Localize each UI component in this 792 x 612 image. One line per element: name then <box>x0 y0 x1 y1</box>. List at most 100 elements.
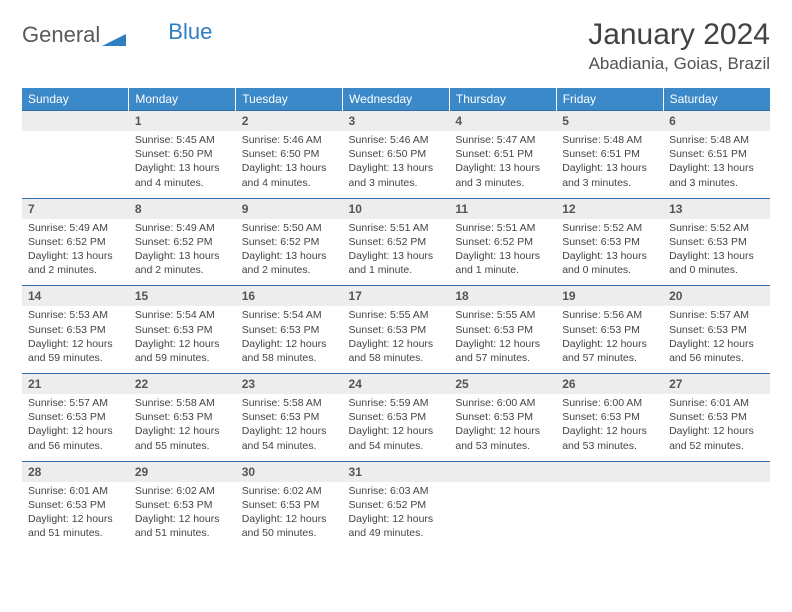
sunrise-text: Sunrise: 5:45 AM <box>135 133 230 147</box>
sunset-text: Sunset: 6:52 PM <box>135 235 230 249</box>
daylight-text: Daylight: 12 hours and 59 minutes. <box>135 337 230 365</box>
day-number-cell <box>449 461 556 482</box>
daylight-text: Daylight: 12 hours and 51 minutes. <box>135 512 230 540</box>
day-number-cell: 27 <box>663 374 770 395</box>
sunset-text: Sunset: 6:50 PM <box>349 147 444 161</box>
day-detail-cell: Sunrise: 5:51 AMSunset: 6:52 PMDaylight:… <box>343 219 450 286</box>
sunset-text: Sunset: 6:51 PM <box>455 147 550 161</box>
daylight-text: Daylight: 13 hours and 3 minutes. <box>562 161 657 189</box>
sunrise-text: Sunrise: 5:59 AM <box>349 396 444 410</box>
sunrise-text: Sunrise: 5:46 AM <box>349 133 444 147</box>
daylight-text: Daylight: 12 hours and 56 minutes. <box>28 424 123 452</box>
day-detail-cell: Sunrise: 5:54 AMSunset: 6:53 PMDaylight:… <box>129 306 236 373</box>
day-detail-cell: Sunrise: 6:01 AMSunset: 6:53 PMDaylight:… <box>22 482 129 549</box>
month-title: January 2024 <box>588 18 770 52</box>
daylight-text: Daylight: 13 hours and 2 minutes. <box>242 249 337 277</box>
day-number-cell <box>22 111 129 132</box>
week-detail-row: Sunrise: 6:01 AMSunset: 6:53 PMDaylight:… <box>22 482 770 549</box>
sunrise-text: Sunrise: 5:51 AM <box>455 221 550 235</box>
day-number-cell: 21 <box>22 374 129 395</box>
sunrise-text: Sunrise: 6:02 AM <box>135 484 230 498</box>
sunrise-text: Sunrise: 5:48 AM <box>669 133 764 147</box>
day-number-cell: 13 <box>663 198 770 219</box>
sunrise-text: Sunrise: 5:55 AM <box>349 308 444 322</box>
day-detail-cell: Sunrise: 5:59 AMSunset: 6:53 PMDaylight:… <box>343 394 450 461</box>
day-number-cell: 31 <box>343 461 450 482</box>
day-number-cell: 14 <box>22 286 129 307</box>
day-detail-cell: Sunrise: 6:02 AMSunset: 6:53 PMDaylight:… <box>129 482 236 549</box>
sunrise-text: Sunrise: 5:53 AM <box>28 308 123 322</box>
daylight-text: Daylight: 12 hours and 52 minutes. <box>669 424 764 452</box>
week-detail-row: Sunrise: 5:53 AMSunset: 6:53 PMDaylight:… <box>22 306 770 373</box>
day-number-cell: 22 <box>129 374 236 395</box>
sunrise-text: Sunrise: 5:50 AM <box>242 221 337 235</box>
logo: General Blue <box>22 22 212 48</box>
sunset-text: Sunset: 6:53 PM <box>669 323 764 337</box>
week-detail-row: Sunrise: 5:49 AMSunset: 6:52 PMDaylight:… <box>22 219 770 286</box>
sunrise-text: Sunrise: 6:01 AM <box>669 396 764 410</box>
sunrise-text: Sunrise: 5:47 AM <box>455 133 550 147</box>
daylight-text: Daylight: 13 hours and 2 minutes. <box>28 249 123 277</box>
week-detail-row: Sunrise: 5:57 AMSunset: 6:53 PMDaylight:… <box>22 394 770 461</box>
day-detail-cell: Sunrise: 5:54 AMSunset: 6:53 PMDaylight:… <box>236 306 343 373</box>
day-detail-cell <box>449 482 556 549</box>
day-number-cell: 23 <box>236 374 343 395</box>
daylight-text: Daylight: 12 hours and 58 minutes. <box>242 337 337 365</box>
page-header: GeneralBlue January 2024 Abadiania, Goia… <box>22 18 770 74</box>
sunset-text: Sunset: 6:52 PM <box>349 235 444 249</box>
daylight-text: Daylight: 13 hours and 3 minutes. <box>349 161 444 189</box>
sunset-text: Sunset: 6:53 PM <box>669 235 764 249</box>
week-daynum-row: 21222324252627 <box>22 374 770 395</box>
daylight-text: Daylight: 12 hours and 54 minutes. <box>242 424 337 452</box>
day-detail-cell: Sunrise: 5:46 AMSunset: 6:50 PMDaylight:… <box>236 131 343 198</box>
logo-triangle-icon <box>100 32 128 48</box>
sunset-text: Sunset: 6:53 PM <box>349 410 444 424</box>
daylight-text: Daylight: 13 hours and 3 minutes. <box>455 161 550 189</box>
sunset-text: Sunset: 6:51 PM <box>562 147 657 161</box>
day-detail-cell: Sunrise: 5:51 AMSunset: 6:52 PMDaylight:… <box>449 219 556 286</box>
day-number-cell: 28 <box>22 461 129 482</box>
day-detail-cell: Sunrise: 6:01 AMSunset: 6:53 PMDaylight:… <box>663 394 770 461</box>
day-number-cell: 10 <box>343 198 450 219</box>
sunset-text: Sunset: 6:52 PM <box>455 235 550 249</box>
daylight-text: Daylight: 13 hours and 1 minute. <box>349 249 444 277</box>
logo-text-general: General <box>22 22 100 48</box>
day-detail-cell: Sunrise: 5:52 AMSunset: 6:53 PMDaylight:… <box>556 219 663 286</box>
daylight-text: Daylight: 13 hours and 4 minutes. <box>135 161 230 189</box>
day-number-cell: 4 <box>449 111 556 132</box>
sunrise-text: Sunrise: 5:52 AM <box>669 221 764 235</box>
daylight-text: Daylight: 13 hours and 0 minutes. <box>669 249 764 277</box>
daylight-text: Daylight: 12 hours and 55 minutes. <box>135 424 230 452</box>
day-number-cell: 29 <box>129 461 236 482</box>
day-header: Sunday <box>22 88 129 111</box>
week-daynum-row: 123456 <box>22 111 770 132</box>
sunset-text: Sunset: 6:53 PM <box>669 410 764 424</box>
sunset-text: Sunset: 6:53 PM <box>455 323 550 337</box>
day-header: Friday <box>556 88 663 111</box>
logo-text-blue: Blue <box>168 19 212 45</box>
day-number-cell: 30 <box>236 461 343 482</box>
day-number-cell: 20 <box>663 286 770 307</box>
daylight-text: Daylight: 12 hours and 54 minutes. <box>349 424 444 452</box>
sunset-text: Sunset: 6:52 PM <box>242 235 337 249</box>
day-number-cell <box>663 461 770 482</box>
day-header: Monday <box>129 88 236 111</box>
daylight-text: Daylight: 12 hours and 49 minutes. <box>349 512 444 540</box>
sunrise-text: Sunrise: 5:58 AM <box>135 396 230 410</box>
sunrise-text: Sunrise: 5:57 AM <box>28 396 123 410</box>
sunrise-text: Sunrise: 6:02 AM <box>242 484 337 498</box>
sunset-text: Sunset: 6:53 PM <box>455 410 550 424</box>
daylight-text: Daylight: 12 hours and 51 minutes. <box>28 512 123 540</box>
week-daynum-row: 28293031 <box>22 461 770 482</box>
sunset-text: Sunset: 6:53 PM <box>28 410 123 424</box>
daylight-text: Daylight: 13 hours and 0 minutes. <box>562 249 657 277</box>
day-detail-cell <box>556 482 663 549</box>
day-number-cell: 16 <box>236 286 343 307</box>
daylight-text: Daylight: 12 hours and 56 minutes. <box>669 337 764 365</box>
sunrise-text: Sunrise: 5:55 AM <box>455 308 550 322</box>
calendar-table: Sunday Monday Tuesday Wednesday Thursday… <box>22 88 770 548</box>
daylight-text: Daylight: 12 hours and 58 minutes. <box>349 337 444 365</box>
day-detail-cell: Sunrise: 5:49 AMSunset: 6:52 PMDaylight:… <box>22 219 129 286</box>
day-number-cell: 19 <box>556 286 663 307</box>
day-header: Tuesday <box>236 88 343 111</box>
